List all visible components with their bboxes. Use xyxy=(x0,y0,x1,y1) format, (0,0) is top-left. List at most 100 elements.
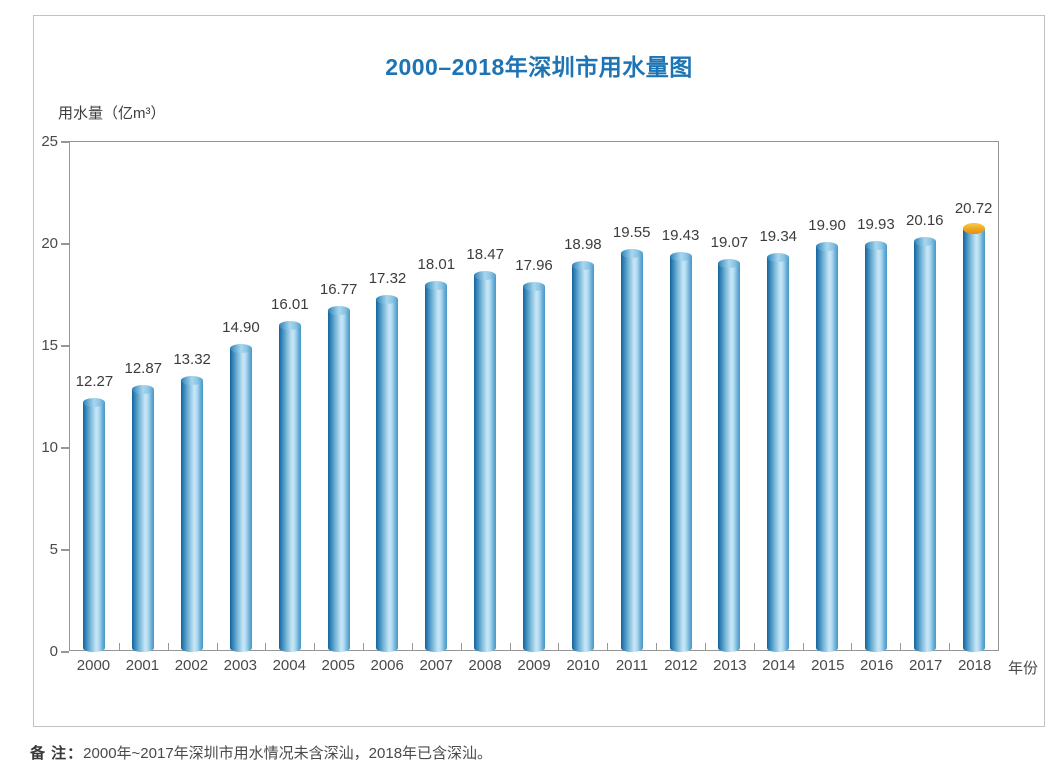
y-axis-title: 用水量（亿m³） xyxy=(58,105,166,122)
x-tick-label-2015: 2015 xyxy=(811,657,845,674)
bar-2015 xyxy=(816,242,839,652)
x-tick-label-2017: 2017 xyxy=(908,657,943,674)
x-tick-label-2003: 2003 xyxy=(223,657,258,674)
bar-2016 xyxy=(864,241,887,652)
x-tick-label-2009: 2009 xyxy=(517,657,551,674)
bar-slot-2013: 19.07 xyxy=(705,142,754,652)
bar-2009 xyxy=(523,282,546,652)
x-tick xyxy=(167,643,169,650)
bar-value-2017: 20.16 xyxy=(905,212,944,229)
bar-value-2013: 19.07 xyxy=(710,234,749,251)
y-tick-10 xyxy=(61,447,69,449)
bar-slot-2000: 12.27 xyxy=(70,142,119,652)
bar-slot-2006: 17.32 xyxy=(363,142,412,652)
x-tick-label-2013: 2013 xyxy=(713,657,747,674)
x-tick xyxy=(656,643,658,650)
bar-value-2018: 20.72 xyxy=(954,200,993,217)
bar-2007 xyxy=(425,281,448,652)
x-tick-label-2014: 2014 xyxy=(762,657,796,674)
bar-value-2003: 14.90 xyxy=(222,319,260,336)
bar-2005 xyxy=(327,306,350,652)
bar-value-2008: 18.47 xyxy=(466,246,504,263)
bar-slot-2010: 18.98 xyxy=(558,142,607,652)
x-tick-label-2007: 2007 xyxy=(419,657,453,674)
y-tick-25 xyxy=(61,141,69,143)
x-tick xyxy=(363,643,365,650)
bar-2000 xyxy=(83,398,106,652)
bar-2012 xyxy=(669,252,692,652)
bar-slot-2018: 20.72 xyxy=(949,142,998,652)
x-tick-label-2016: 2016 xyxy=(860,657,894,674)
x-tick-label-2008: 2008 xyxy=(468,657,502,674)
chart-title: 2000–2018年深圳市用水量图 xyxy=(385,54,693,80)
x-tick-label-2010: 2010 xyxy=(566,657,600,674)
x-tick-label-2004: 2004 xyxy=(272,657,306,674)
bar-slot-2003: 14.90 xyxy=(217,142,266,652)
bar-slot-2017: 20.16 xyxy=(900,142,949,652)
x-tick xyxy=(704,643,706,650)
y-tick-5 xyxy=(61,549,69,551)
bar-slot-2004: 16.01 xyxy=(265,142,314,652)
y-tick-label-15: 15 xyxy=(41,337,58,354)
y-tick-label-25: 25 xyxy=(41,133,58,150)
bar-2006 xyxy=(376,295,399,652)
x-tick xyxy=(314,643,316,650)
bar-slot-2001: 12.87 xyxy=(119,142,168,652)
x-tick xyxy=(411,643,413,650)
bar-slot-2016: 19.93 xyxy=(852,142,901,652)
y-tick-label-10: 10 xyxy=(41,439,58,456)
bar-value-2010: 18.98 xyxy=(564,236,602,253)
bar-2013 xyxy=(718,259,741,652)
y-tick-label-5: 5 xyxy=(49,541,58,558)
bar-slot-2011: 19.55 xyxy=(607,142,656,652)
bar-2011 xyxy=(620,249,643,652)
bar-value-2001: 12.87 xyxy=(124,360,163,377)
bar-value-2006: 17.32 xyxy=(368,270,407,287)
plot-area: 12.27 12.87 13.32 14.90 16.01 16.77 17.32 18.01… xyxy=(41,133,999,660)
bar-value-2012: 19.43 xyxy=(661,227,700,244)
bar-2001 xyxy=(132,385,155,652)
x-tick xyxy=(949,643,951,650)
x-tick-label-2001: 2001 xyxy=(125,657,160,674)
x-tick xyxy=(753,643,755,650)
x-tick xyxy=(460,643,462,650)
x-tick-label-2018: 2018 xyxy=(957,657,992,674)
bar-slot-2005: 16.77 xyxy=(314,142,363,652)
bar-2010 xyxy=(571,261,594,652)
x-tick-label-2005: 2005 xyxy=(321,657,355,674)
bar-value-2004: 16.01 xyxy=(271,296,309,313)
x-tick-label-2011: 2011 xyxy=(615,657,649,674)
bar-value-2005: 16.77 xyxy=(319,281,358,298)
bar-value-2007: 18.01 xyxy=(417,256,456,273)
bar-value-2014: 19.34 xyxy=(759,228,798,245)
bar-2008 xyxy=(474,271,497,652)
x-tick-label-2012: 2012 xyxy=(664,657,698,674)
bar-value-2000: 12.27 xyxy=(75,373,114,390)
x-tick xyxy=(607,643,609,650)
x-axis-row: 2000 2001 2002 2003 2004 2005 2006 2007 2008 2009… xyxy=(69,657,999,674)
x-tick xyxy=(802,643,804,650)
bar-2003 xyxy=(229,344,252,652)
x-tick xyxy=(118,643,120,650)
x-tick xyxy=(216,643,218,650)
x-tick xyxy=(900,643,902,650)
y-tick-label-0: 0 xyxy=(49,643,58,660)
x-axis-label: 年份 xyxy=(1008,660,1039,677)
bar-value-2016: 19.93 xyxy=(857,216,895,233)
footnote: 备 注：2000年~2017年深圳市用水情况未含深汕，2018年已含深汕。 xyxy=(30,742,492,763)
x-tick xyxy=(558,643,560,650)
bar-2014 xyxy=(767,253,790,652)
bar-2017 xyxy=(913,237,936,652)
footnote-label: 备 注： xyxy=(30,745,84,762)
y-tick-15 xyxy=(61,345,69,347)
y-tick-label-20: 20 xyxy=(41,235,58,252)
bar-slot-2008: 18.47 xyxy=(461,142,510,652)
y-tick-20 xyxy=(61,243,69,245)
bar-value-2015: 19.90 xyxy=(808,217,846,234)
bar-2004 xyxy=(278,321,301,652)
x-tick xyxy=(851,643,853,650)
bar-slot-2015: 19.90 xyxy=(803,142,852,652)
bar-slot-2007: 18.01 xyxy=(412,142,461,652)
bar-value-2009: 17.96 xyxy=(515,257,553,274)
bar-2018 xyxy=(962,223,985,652)
